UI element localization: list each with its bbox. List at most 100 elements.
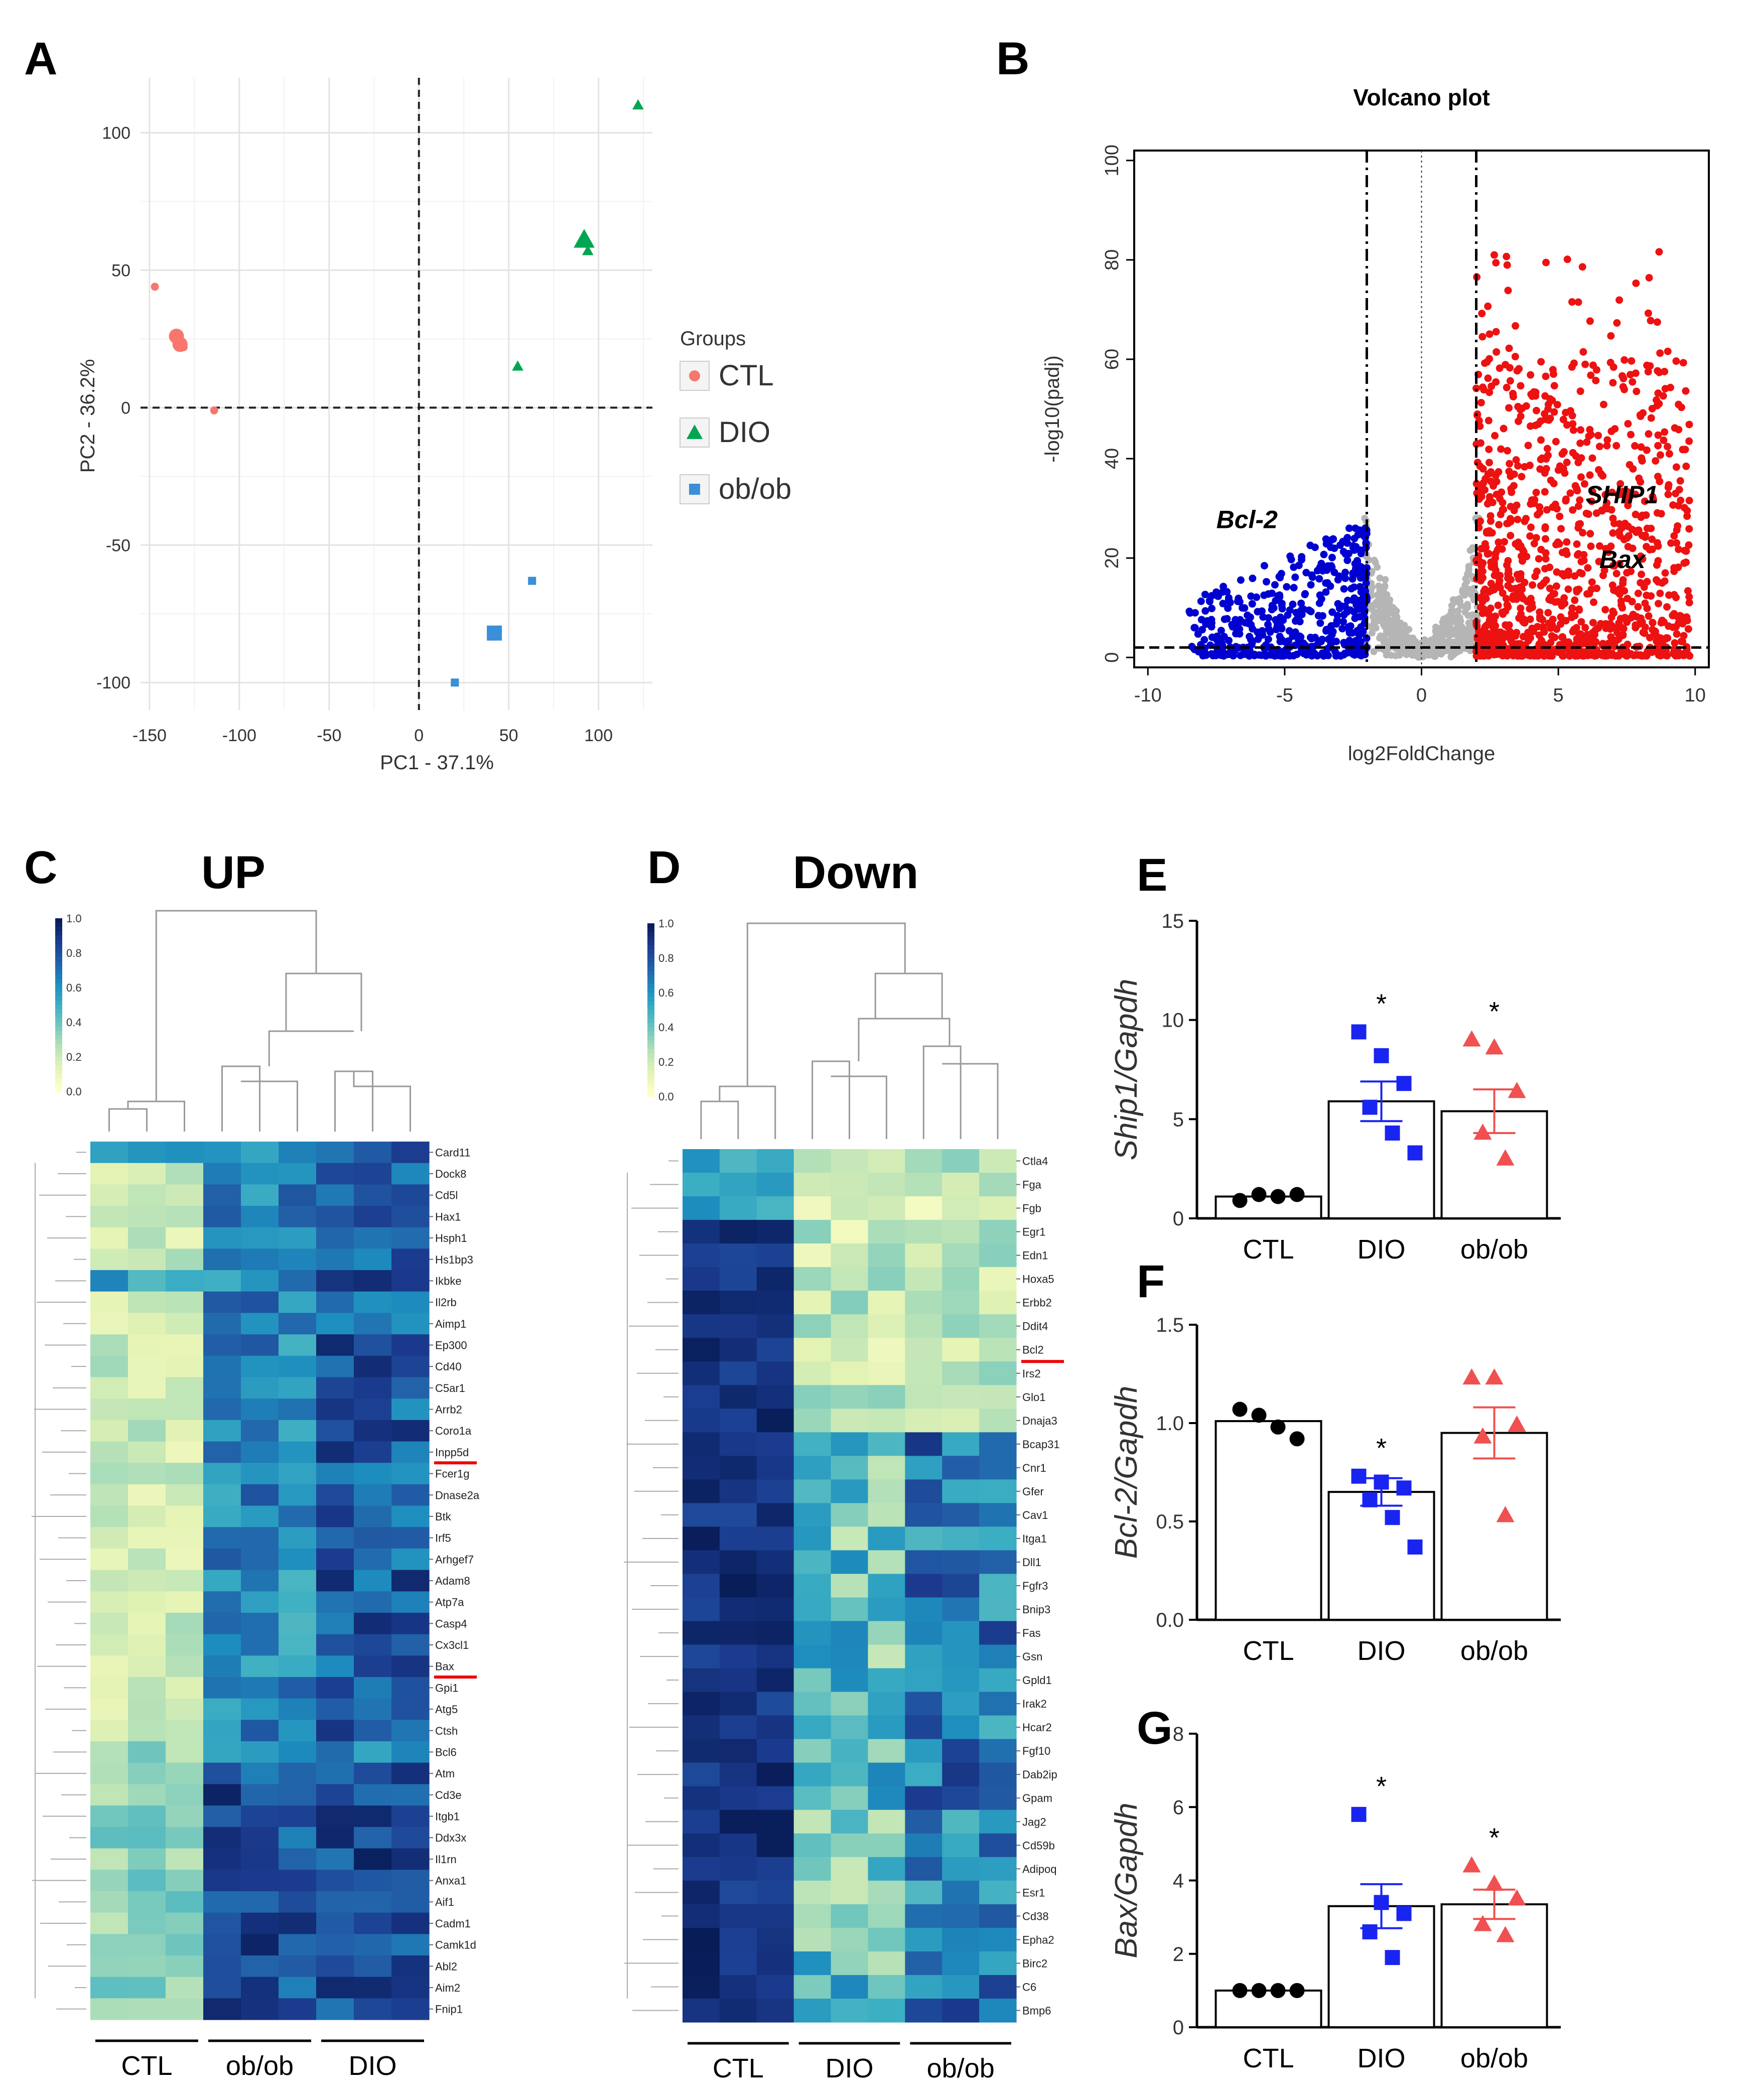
color-scale-segment (55, 1052, 62, 1057)
color-scale-segment (647, 1010, 654, 1015)
gene-label: Dock8 (435, 1168, 466, 1180)
volcano-point-up (1522, 402, 1530, 410)
gene-label: Inpp5d (435, 1446, 469, 1459)
volcano-point-down (1291, 617, 1299, 625)
volcano-point-up (1502, 361, 1510, 369)
heatmap-cell (683, 1668, 720, 1693)
heatmap-cell (279, 1548, 317, 1571)
heatmap-cell (128, 1227, 166, 1249)
heatmap-cell (90, 1741, 128, 1763)
heatmap-cell (316, 1891, 354, 1913)
heatmap-cell (793, 1243, 832, 1268)
heatmap-cell (979, 1927, 1017, 1952)
panel-label-e: E (1137, 850, 1167, 901)
heatmap-cell (942, 1809, 980, 1834)
volcano-point-up (1478, 609, 1487, 617)
volcano-point-down (1244, 611, 1252, 619)
volcano-point-up (1572, 650, 1580, 658)
gene-label: Ikbke (435, 1275, 462, 1287)
heatmap-cell (905, 1314, 942, 1338)
heatmap-cell (756, 1597, 794, 1622)
color-scale-label: 0.2 (658, 1056, 674, 1068)
heatmap-cell (203, 1677, 241, 1699)
volcano-point-up (1495, 538, 1503, 546)
heatmap-cell (683, 1904, 720, 1928)
bar (1327, 1491, 1435, 1621)
heatmap-cell (756, 1267, 794, 1291)
heatmap-cell (868, 1857, 905, 1881)
volcano-point-up (1594, 432, 1602, 440)
heatmap-cell (942, 1196, 980, 1220)
group-label: CTL (713, 2053, 764, 2083)
column-dendrogram (108, 1108, 148, 1132)
y-axis-label: PC2 - 36.2% (77, 359, 99, 473)
volcano-point-down (1320, 550, 1328, 558)
volcano-point-up (1518, 652, 1526, 660)
heatmap-cell (979, 1291, 1017, 1315)
volcano-point-up (1509, 389, 1517, 397)
volcano-point-up (1564, 585, 1572, 593)
color-scale-segment (647, 958, 654, 963)
volcano-point-up (1638, 457, 1646, 465)
heatmap-cell (979, 1857, 1017, 1881)
color-scale-label: 1.0 (66, 912, 82, 925)
heatmap-cell (203, 1463, 241, 1485)
data-point (1374, 1474, 1389, 1490)
volcano-point-down (1341, 574, 1350, 582)
heatmap-cell (719, 1479, 757, 1504)
data-point (1462, 1856, 1481, 1873)
volcano-point-up (1646, 362, 1654, 370)
volcano-point-up (1501, 538, 1509, 546)
volcano-point-up (1553, 625, 1561, 633)
heatmap-cell (831, 1574, 869, 1598)
heatmap-cell (354, 1163, 392, 1185)
gene-label: Arhgef7 (435, 1553, 474, 1566)
heatmap-cell (203, 1955, 241, 1978)
heatmap-cell (683, 1998, 720, 2023)
heatmap-cell (90, 1613, 128, 1635)
volcano-point-down (1354, 531, 1362, 539)
volcano-point-up (1478, 598, 1487, 606)
volcano-point-up (1680, 632, 1688, 640)
heatmap-cell (905, 1857, 942, 1881)
heatmap-cell (979, 1597, 1017, 1622)
volcano-point-down (1315, 575, 1323, 583)
gene-label: Cd59b (1022, 1839, 1055, 1852)
volcano-point-up (1569, 420, 1577, 428)
volcano-point-up (1507, 472, 1515, 480)
volcano-point-up (1513, 367, 1521, 375)
volcano-point-up (1623, 569, 1631, 577)
heatmap-cell (831, 1409, 869, 1433)
volcano-point-up (1532, 534, 1540, 542)
volcano-point-ns (1405, 626, 1413, 633)
heatmap-cell (683, 1409, 720, 1433)
volcano-point-down (1343, 556, 1352, 565)
heatmap-cell (683, 1338, 720, 1362)
volcano-point-down (1341, 569, 1350, 577)
heatmap-cell (868, 1692, 905, 1716)
heatmap-cell (279, 1827, 317, 1849)
heatmap-cell (905, 1739, 942, 1763)
volcano-point-ns (1392, 625, 1400, 632)
volcano-point-up (1561, 600, 1569, 608)
heatmap-cell (316, 1398, 354, 1421)
volcano-point-down (1351, 614, 1359, 622)
heatmap-cell (203, 1505, 241, 1527)
heatmap-cell (166, 1484, 204, 1506)
volcano-point-up (1537, 582, 1545, 590)
volcano-point-up (1496, 495, 1504, 503)
volcano-point-up (1618, 604, 1627, 612)
volcano-point-down (1318, 649, 1326, 657)
heatmap-cell (241, 1377, 279, 1399)
heatmap-cell (316, 1248, 354, 1271)
color-scale-segment (55, 1087, 62, 1092)
volcano-point-up (1553, 400, 1561, 408)
heatmap-cell (793, 1692, 832, 1716)
volcano-point-up (1534, 420, 1542, 428)
y-tick-label: 10 (1162, 1010, 1184, 1032)
volcano-point-up (1563, 421, 1571, 429)
heatmap-cell (391, 1184, 430, 1206)
volcano-point-up (1537, 436, 1545, 444)
